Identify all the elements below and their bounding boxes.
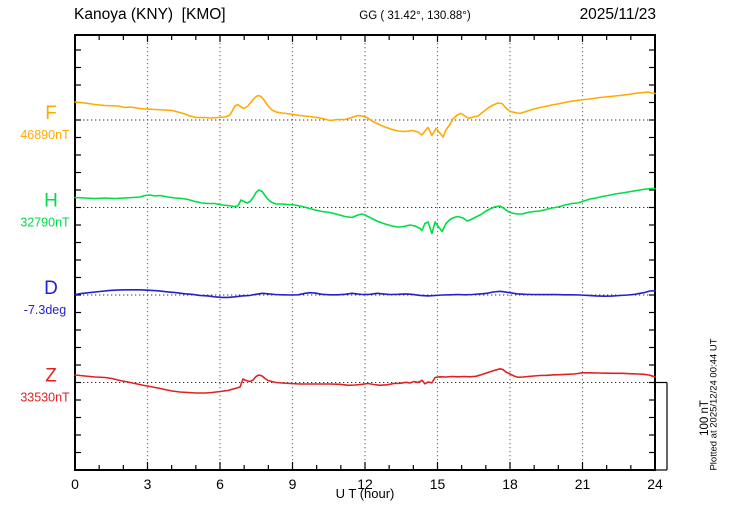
station-title: Kanoya (KNY) [KMO] (74, 6, 226, 23)
channel-label-F: F (45, 103, 57, 124)
x-tick-label: 0 (71, 476, 79, 492)
trace-D (74, 288, 656, 299)
channel-label-D: D (44, 278, 58, 299)
plotted-at-note: Plotted at 2025/12/24 00:44 UT (708, 338, 720, 471)
trace-H (74, 187, 656, 235)
channel-reference-D: -7.3deg (24, 303, 66, 317)
x-tick-label: 9 (289, 476, 297, 492)
trace-Z (74, 367, 656, 394)
x-tick-label: 24 (647, 476, 663, 492)
trace-F (74, 91, 656, 138)
plot-frame (74, 34, 656, 471)
x-tick-label: 15 (430, 476, 446, 492)
observation-date: 2025/11/23 (579, 6, 656, 23)
x-tick-label: 6 (216, 476, 224, 492)
x-tick-label: 3 (144, 476, 152, 492)
channel-reference-F: 46890nT (20, 128, 70, 142)
x-axis-title: U T (hour) (335, 486, 395, 501)
channel-label-Z: Z (45, 366, 57, 387)
channel-reference-H: 32790nT (20, 216, 70, 230)
x-tick-label: 12 (357, 476, 373, 492)
x-tick-label: 18 (502, 476, 518, 492)
geographic-coordinates: GG ( 31.42°, 130.88°) (359, 10, 471, 22)
channel-label-H: H (44, 191, 58, 212)
channel-reference-Z: 33530nT (20, 391, 70, 405)
x-tick-label: 21 (575, 476, 591, 492)
scale-bar-label: 100 nT 0.5 deg (673, 363, 711, 473)
